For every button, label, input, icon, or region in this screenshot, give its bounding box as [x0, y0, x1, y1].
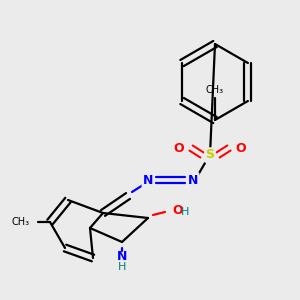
Text: O: O	[172, 203, 183, 217]
Text: O: O	[174, 142, 184, 154]
Text: S: S	[206, 148, 214, 161]
Text: N: N	[188, 173, 198, 187]
Text: CH₃: CH₃	[12, 217, 30, 227]
Text: H: H	[118, 262, 126, 272]
Text: CH₃: CH₃	[206, 85, 224, 95]
Text: O: O	[236, 142, 246, 154]
Text: N: N	[117, 250, 127, 262]
Text: N: N	[143, 173, 153, 187]
Text: H: H	[181, 207, 189, 217]
